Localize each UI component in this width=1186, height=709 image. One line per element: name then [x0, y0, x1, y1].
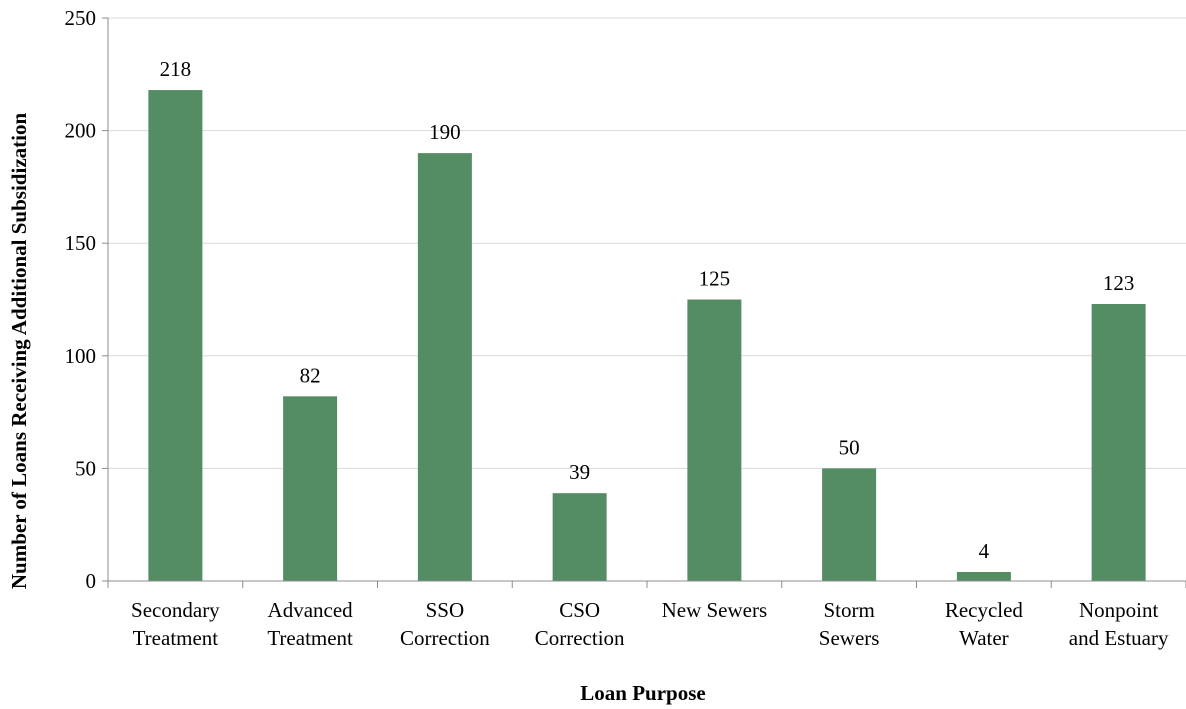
x-axis-title: Loan Purpose	[580, 681, 705, 705]
data-label: 82	[300, 363, 321, 387]
x-tick-label: Advanced Treatment	[267, 598, 353, 650]
x-tick-label: Nonpoint and Estuary	[1069, 598, 1169, 650]
gridlines	[108, 17, 1186, 469]
data-label: 218	[160, 57, 192, 81]
y-tick-label: 200	[65, 119, 97, 143]
bars	[148, 90, 1146, 582]
bar	[822, 468, 877, 581]
y-tick-label: 50	[75, 456, 96, 480]
y-tick-label: 0	[86, 569, 97, 593]
data-label: 190	[429, 120, 461, 144]
bar	[283, 396, 338, 581]
x-tick-label: New Sewers	[662, 598, 768, 622]
data-label: 50	[839, 435, 860, 459]
data-labels: 218 82 190 39 125 50 4 123	[160, 57, 1135, 563]
y-tick-label: 150	[65, 231, 97, 255]
y-tick-label: 100	[65, 344, 97, 368]
bar	[1091, 304, 1146, 581]
x-tick-label: Storm Sewers	[819, 598, 880, 650]
x-tick-label: Secondary Treatment	[131, 598, 220, 650]
y-tick-label: 250	[65, 6, 97, 30]
data-label: 123	[1103, 271, 1135, 295]
x-tick-label: CSO Correction	[535, 598, 625, 650]
bar	[148, 90, 203, 582]
y-axis-title: Number of Loans Receiving Additional Sub…	[7, 113, 31, 590]
data-label: 4	[979, 539, 990, 563]
x-tick-label: Recycled Water	[945, 598, 1024, 650]
bar	[687, 299, 742, 581]
x-tick-label: SSO Correction	[400, 598, 490, 650]
axes: 0 50 100 150 200 250 Secondary Treatment Advance…	[65, 6, 1186, 650]
data-label: 39	[569, 460, 590, 484]
bar	[552, 493, 607, 581]
bar	[956, 571, 1011, 581]
data-label: 125	[699, 267, 731, 291]
bar	[417, 153, 472, 581]
